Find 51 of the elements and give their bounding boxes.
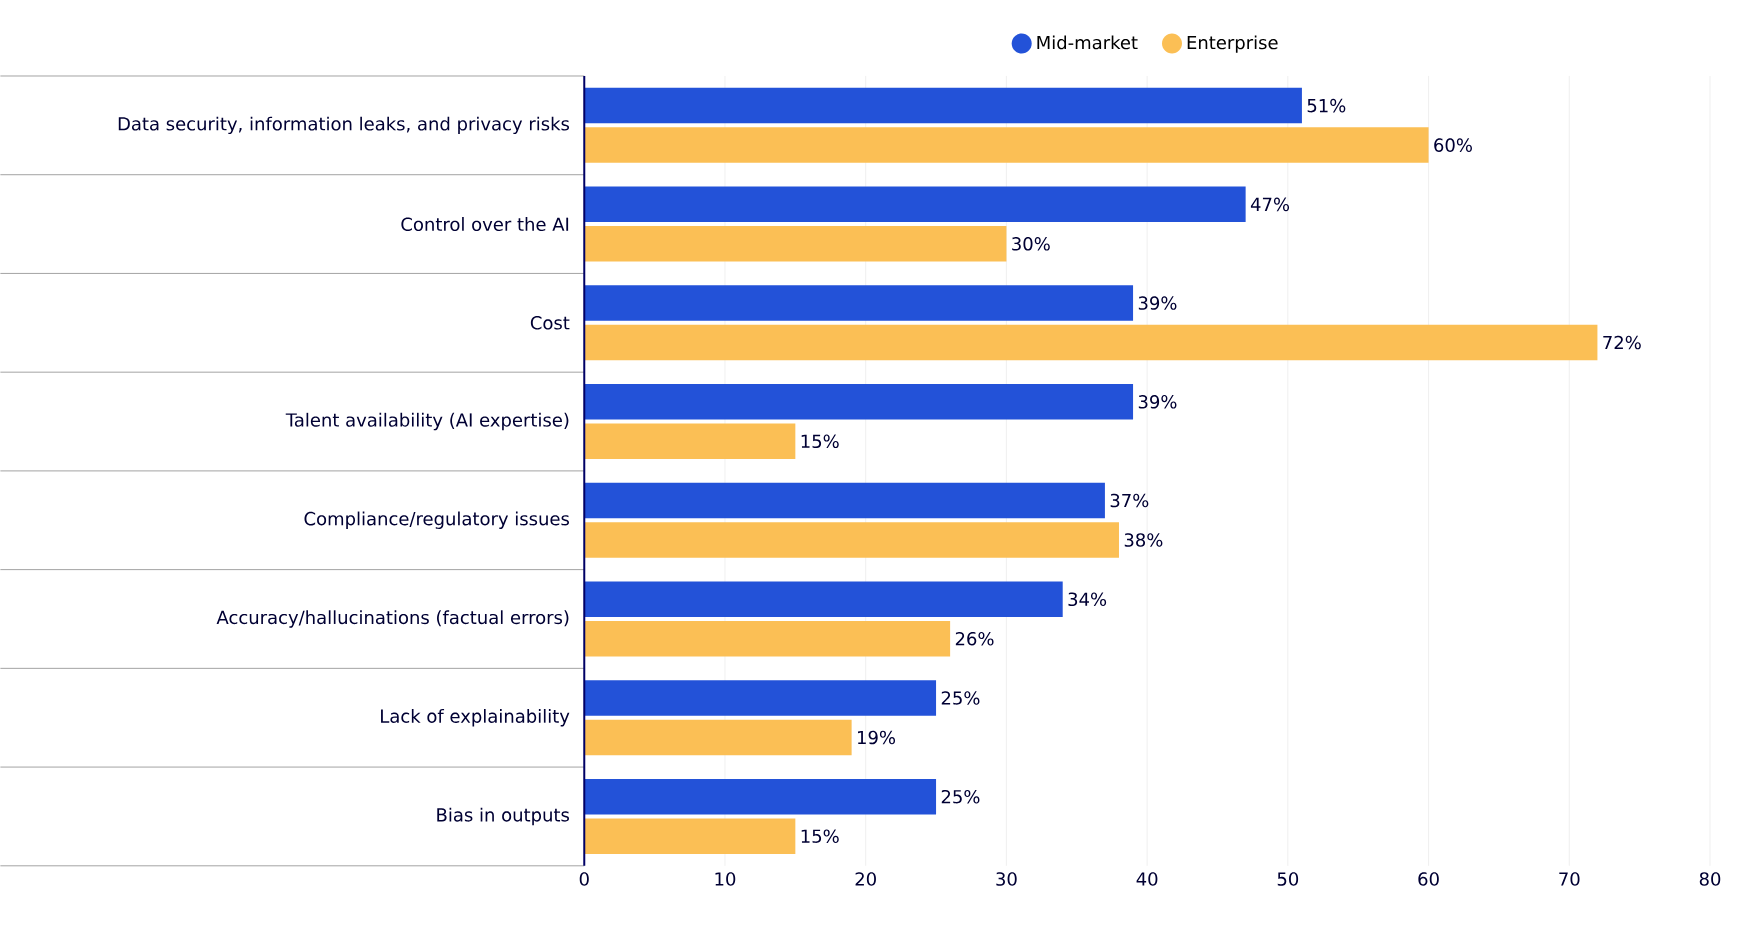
data-label: 39% xyxy=(1138,395,1177,409)
y-tick-label: Lack of explainability xyxy=(381,709,570,727)
bar xyxy=(584,384,1134,420)
x-tick-label: 50 xyxy=(1277,872,1299,886)
y-tick-label: Control over the AI xyxy=(401,217,569,232)
x-tick-label: 80 xyxy=(1699,872,1721,886)
data-label: 38% xyxy=(1124,533,1163,547)
data-label: 19% xyxy=(858,730,896,745)
bar xyxy=(584,324,1598,361)
x-tick-label: 40 xyxy=(1136,872,1158,886)
bar xyxy=(584,621,951,657)
data-label: 25% xyxy=(941,790,980,804)
data-label: 60% xyxy=(1434,138,1472,152)
bar xyxy=(584,581,1063,618)
data-label: 15% xyxy=(801,829,839,844)
y-tick-label: Cost xyxy=(530,316,570,330)
x-tick-label: 0 xyxy=(579,872,589,886)
bar xyxy=(584,680,937,716)
data-label: 30% xyxy=(1012,237,1050,251)
x-tick-label: 20 xyxy=(855,872,876,886)
data-label: 25% xyxy=(941,691,980,705)
y-tick-label: Talent availability (AI expertise) xyxy=(285,412,569,431)
bar xyxy=(584,423,796,460)
bar xyxy=(584,186,1246,223)
data-label: 72% xyxy=(1603,335,1641,350)
y-tick-label: Compliance/regulatory issues xyxy=(304,511,570,530)
y-tick-label: Bias in outputs xyxy=(437,807,569,826)
legend-label: Mid-market xyxy=(1037,35,1138,50)
x-tick-label: 30 xyxy=(996,872,1017,886)
bar xyxy=(584,818,796,855)
data-label: 51% xyxy=(1307,98,1346,113)
data-label: 34% xyxy=(1068,592,1107,607)
data-label: 15% xyxy=(801,434,839,449)
bar xyxy=(584,482,1105,519)
data-label: 47% xyxy=(1250,197,1290,212)
legend-label: Enterprise xyxy=(1187,35,1278,53)
data-label: 26% xyxy=(955,632,994,646)
x-tick-label: 70 xyxy=(1559,872,1580,886)
x-tick-label: 60 xyxy=(1418,872,1439,886)
y-tick-label: Data security, information leaks, and privacy risks xyxy=(118,116,570,135)
bar xyxy=(584,779,937,815)
bar xyxy=(584,522,1119,558)
bar xyxy=(584,719,852,756)
data-label: 37% xyxy=(1110,493,1149,508)
data-label: 39% xyxy=(1138,296,1177,310)
y-tick-label: Accuracy/hallucinations (factual errors) xyxy=(216,610,569,628)
x-tick-label: 10 xyxy=(715,872,736,886)
bar xyxy=(584,127,1429,163)
bar xyxy=(584,87,1302,124)
bar xyxy=(584,285,1134,321)
bar xyxy=(584,226,1007,262)
